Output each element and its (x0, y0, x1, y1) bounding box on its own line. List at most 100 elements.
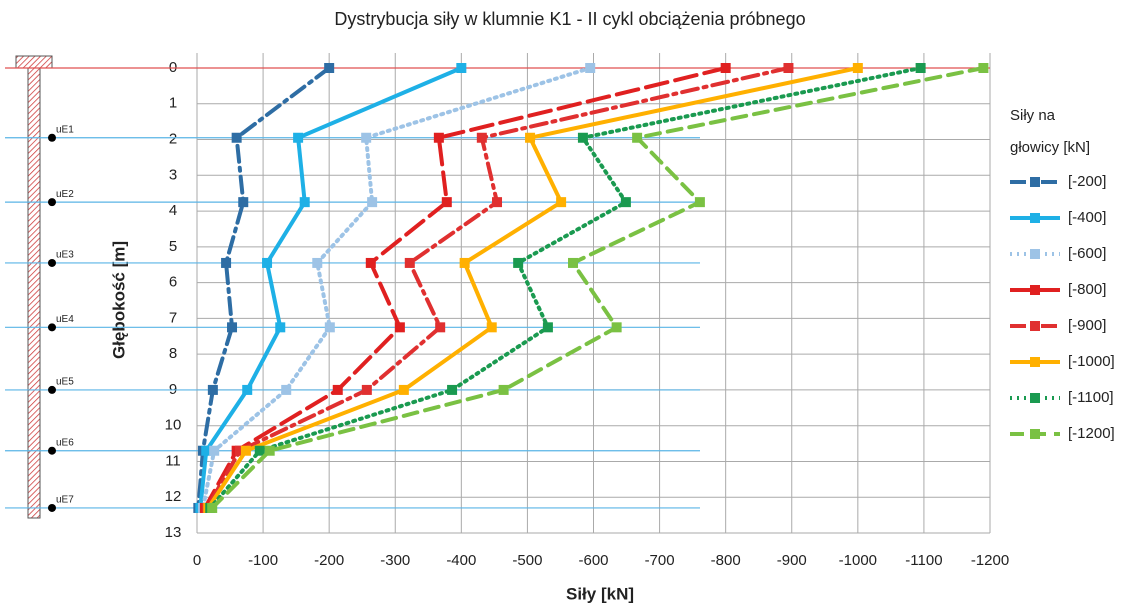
legend-marker (1030, 357, 1040, 367)
y-tick-label: 4 (169, 202, 177, 219)
legend-label: [-200] (1068, 173, 1106, 190)
sensor-label: uE3 (56, 250, 74, 261)
legend-marker (1030, 249, 1040, 259)
point-marker (556, 197, 567, 208)
point-marker (361, 384, 372, 395)
point-marker (324, 63, 335, 73)
y-tick-label: 13 (165, 524, 182, 541)
legend-marker (1030, 177, 1040, 187)
x-tick-label: -700 (645, 552, 675, 569)
point-marker (433, 132, 444, 143)
legend-label: [-1200] (1068, 425, 1115, 442)
y-tick-label: 2 (169, 131, 177, 148)
x-tick-label: -100 (248, 552, 278, 569)
series-line (196, 66, 332, 510)
point-marker (324, 322, 335, 333)
point-marker (632, 132, 643, 143)
sensor-label: uE1 (56, 124, 74, 135)
point-marker (240, 445, 251, 456)
y-tick-label: 1 (169, 95, 177, 112)
sensor-label: uE5 (56, 377, 74, 388)
chart-title: Dystrybucja siły w klumnie K1 - II cykl … (334, 9, 805, 29)
point-marker (585, 63, 596, 73)
legend-marker (1030, 429, 1040, 439)
y-tick-label: 5 (169, 238, 177, 255)
sensor-label: uE4 (56, 314, 74, 325)
point-marker (459, 257, 470, 268)
point-marker (783, 63, 794, 73)
pile-head (15, 55, 53, 69)
point-marker (209, 445, 220, 456)
legend-marker (1030, 321, 1040, 331)
point-marker (852, 63, 863, 73)
sensor-dot (48, 323, 56, 332)
point-marker (201, 445, 212, 456)
legend-label: [-800] (1068, 281, 1106, 298)
point-marker (227, 322, 238, 333)
point-marker (447, 384, 458, 395)
legend-label: [-900] (1068, 317, 1106, 334)
series-line (200, 66, 593, 510)
point-marker (694, 197, 705, 208)
point-marker (262, 257, 273, 268)
series-line (204, 66, 791, 510)
legend-title: głowicy [kN] (1010, 139, 1090, 156)
x-tick-label: -800 (711, 552, 741, 569)
series-line (206, 66, 860, 510)
point-marker (365, 257, 376, 268)
point-marker (221, 257, 232, 268)
x-tick-label: -400 (446, 552, 476, 569)
point-marker (577, 132, 588, 143)
point-marker (207, 384, 218, 395)
point-marker (207, 502, 218, 513)
y-tick-label: 12 (165, 488, 182, 505)
sensor-label: uE2 (56, 189, 74, 200)
point-marker (435, 322, 446, 333)
point-marker (275, 322, 286, 333)
legend-marker (1030, 213, 1040, 223)
point-marker (492, 197, 503, 208)
x-tick-label: -200 (314, 552, 344, 569)
x-tick-label: -500 (512, 552, 542, 569)
series-line (210, 66, 986, 510)
point-marker (525, 132, 536, 143)
x-tick-label: -300 (380, 552, 410, 569)
point-marker (367, 197, 378, 208)
sensor-dot (48, 258, 56, 267)
point-marker (620, 197, 631, 208)
x-tick-label: -1100 (905, 552, 942, 569)
point-marker (915, 63, 926, 73)
point-marker (398, 384, 409, 395)
point-marker (476, 132, 487, 143)
sensor-dot (48, 133, 56, 142)
point-marker (299, 197, 310, 208)
sensor-label: uE7 (56, 495, 74, 506)
point-marker (513, 257, 524, 268)
legend-label: [-1000] (1068, 353, 1115, 370)
point-marker (568, 257, 579, 268)
point-marker (720, 63, 731, 73)
point-marker (281, 384, 292, 395)
point-marker (242, 384, 253, 395)
point-marker (611, 322, 622, 333)
point-marker (238, 197, 249, 208)
point-marker (404, 257, 415, 268)
x-tick-label: -600 (578, 552, 608, 569)
x-axis-label: Siły [kN] (566, 584, 634, 603)
series-line (202, 66, 728, 510)
series-line (198, 66, 464, 510)
legend-marker (1030, 393, 1040, 403)
point-marker (264, 445, 275, 456)
x-tick-label: -900 (777, 552, 807, 569)
point-marker (332, 384, 343, 395)
sensor-label: uE6 (56, 437, 74, 448)
point-marker (978, 63, 989, 73)
series-line (208, 66, 923, 510)
y-tick-label: 7 (169, 309, 177, 326)
y-tick-label: 11 (165, 452, 181, 469)
y-tick-label: 8 (169, 345, 177, 362)
legend-label: [-400] (1068, 209, 1106, 226)
point-marker (231, 132, 242, 143)
legend-label: [-1100] (1068, 389, 1114, 406)
